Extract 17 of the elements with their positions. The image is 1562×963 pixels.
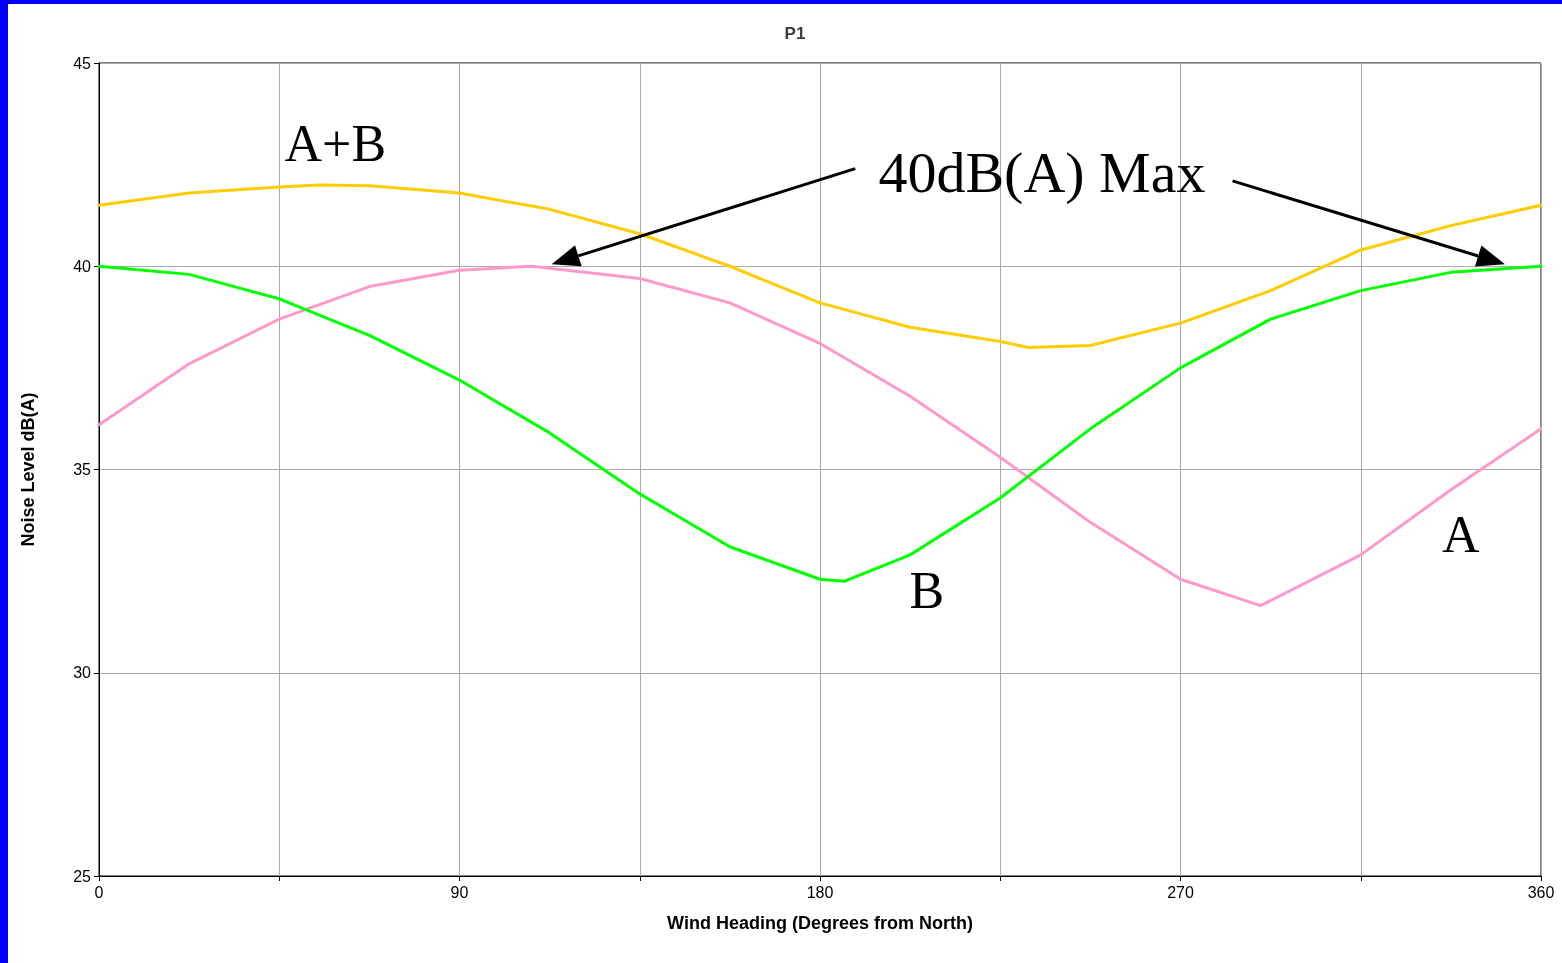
y-tick-label: 25 xyxy=(73,867,92,885)
y-tick-label: 40 xyxy=(73,257,92,275)
x-tick-label: 360 xyxy=(1527,883,1555,901)
x-tick-label: 0 xyxy=(94,883,104,901)
annotation: 40dB(A) Max xyxy=(878,139,1206,205)
series-label: B xyxy=(909,562,945,620)
chart-title: P1 xyxy=(784,24,806,43)
x-axis-title: Wind Heading (Degrees from North) xyxy=(667,913,973,933)
series-label: A xyxy=(1442,505,1480,563)
series-label: A+B xyxy=(284,115,387,173)
x-tick-label: 90 xyxy=(450,883,469,901)
y-axis-title: Noise Level dB(A) xyxy=(18,392,38,547)
x-tick-label: 180 xyxy=(806,883,834,901)
y-tick-label: 45 xyxy=(73,54,92,72)
y-tick-label: 35 xyxy=(73,461,92,478)
y-tick-label: 30 xyxy=(73,664,92,682)
x-tick-label: 270 xyxy=(1167,883,1194,901)
